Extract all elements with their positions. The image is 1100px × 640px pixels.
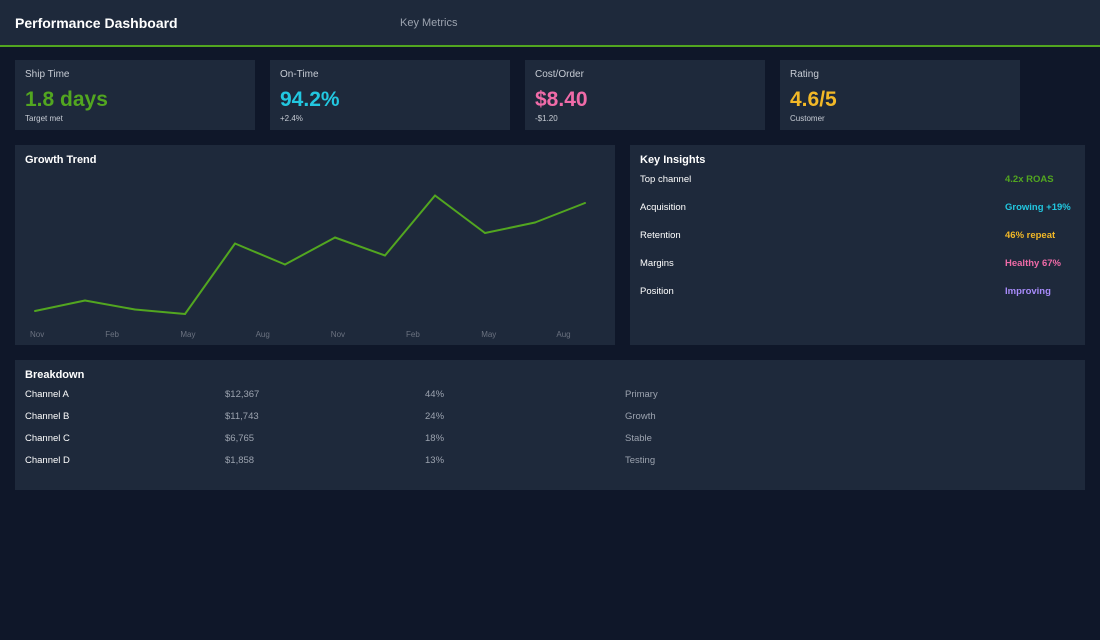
data-point bbox=[134, 308, 136, 311]
channel-status: Primary bbox=[625, 389, 658, 400]
metric-value: 94.2% bbox=[280, 88, 340, 111]
x-tick-label: Nov bbox=[30, 330, 44, 339]
metric-value: 4.6/5 bbox=[790, 88, 837, 111]
x-tick-label: Feb bbox=[406, 330, 420, 339]
metric-value: 1.8 days bbox=[25, 88, 108, 111]
metric-sub: Target met bbox=[25, 114, 63, 123]
channel-name: Channel C bbox=[25, 433, 70, 444]
data-point bbox=[34, 310, 36, 312]
data-point bbox=[534, 221, 536, 224]
growth-trend-panel: Nov Feb May Aug Nov Feb May Aug Growth Trend bbox=[15, 145, 615, 345]
insight-label: Retention bbox=[640, 230, 681, 241]
metric-card-on-time: On-Time 94.2% +2.4% bbox=[270, 60, 510, 130]
metric-card-cost-order: Cost/Order $8.40 -$1.20 bbox=[525, 60, 765, 130]
breakdown-panel: Breakdown Channel A $12,367 44% Primary … bbox=[15, 360, 1085, 490]
x-tick-label: Nov bbox=[331, 330, 345, 339]
key-insights-panel: Key Insights Top channel 4.2x ROAS Acqui… bbox=[630, 145, 1085, 345]
x-tick-label: Feb bbox=[105, 330, 119, 339]
insight-row-acquisition: Acquisition Growing +19% bbox=[640, 202, 1075, 216]
metric-label: On-Time bbox=[280, 69, 319, 80]
table-row: Channel B $11,743 24% Growth bbox=[25, 411, 1075, 425]
x-tick-label: May bbox=[180, 330, 195, 339]
data-point bbox=[84, 299, 86, 302]
data-point bbox=[484, 232, 486, 234]
x-tick-label: Aug bbox=[256, 330, 270, 339]
header-bar: Performance Dashboard Key Metrics bbox=[0, 0, 1100, 47]
metric-value: $8.40 bbox=[535, 88, 588, 111]
series-line bbox=[34, 194, 586, 315]
insight-row-retention: Retention 46% repeat bbox=[640, 230, 1075, 244]
table-row: Channel A $12,367 44% Primary bbox=[25, 389, 1075, 403]
growth-trend-title: Growth Trend bbox=[25, 154, 97, 166]
channel-amount: $6,765 bbox=[225, 433, 255, 444]
channel-amount: $12,367 bbox=[225, 389, 260, 400]
channel-name: Channel D bbox=[25, 455, 70, 466]
data-point bbox=[434, 194, 436, 197]
channel-percent: 24% bbox=[425, 411, 445, 422]
data-point bbox=[384, 254, 386, 257]
metric-label: Ship Time bbox=[25, 69, 70, 80]
data-point bbox=[284, 263, 286, 266]
key-insights-title: Key Insights bbox=[640, 154, 706, 166]
channel-amount: $1,858 bbox=[225, 455, 255, 466]
x-tick-label: Aug bbox=[556, 330, 570, 339]
metric-card-rating: Rating 4.6/5 Customer bbox=[780, 60, 1020, 130]
channel-amount: $11,743 bbox=[225, 411, 259, 422]
x-tick-label: May bbox=[481, 330, 496, 339]
metric-label: Cost/Order bbox=[535, 69, 584, 80]
insight-label: Top channel bbox=[640, 174, 692, 185]
insight-label: Position bbox=[640, 286, 674, 297]
channel-status: Testing bbox=[625, 455, 656, 466]
insight-label: Acquisition bbox=[640, 202, 686, 213]
metric-card-ship-time: Ship Time 1.8 days Target met bbox=[15, 60, 255, 130]
data-point bbox=[334, 236, 336, 239]
metric-sub: -$1.20 bbox=[535, 114, 558, 123]
data-point bbox=[584, 202, 586, 204]
data-point bbox=[184, 313, 186, 315]
insight-row-top-channel: Top channel 4.2x ROAS bbox=[640, 174, 1075, 188]
insight-row-margins: Margins Healthy 67% bbox=[640, 258, 1075, 272]
table-row: Channel D $1,858 13% Testing bbox=[25, 455, 1075, 469]
channel-percent: 13% bbox=[425, 455, 445, 466]
breakdown-title: Breakdown bbox=[25, 369, 85, 381]
insight-value: 46% repeat bbox=[1005, 230, 1056, 241]
insight-value: 4.2x ROAS bbox=[1005, 174, 1054, 185]
channel-percent: 18% bbox=[425, 433, 445, 444]
channel-name: Channel A bbox=[25, 389, 69, 400]
channel-percent: 44% bbox=[425, 389, 445, 400]
metric-label: Rating bbox=[790, 69, 819, 80]
growth-trend-chart: Nov Feb May Aug Nov Feb May Aug bbox=[30, 194, 586, 339]
insight-value: Healthy 67% bbox=[1005, 258, 1061, 269]
channel-status: Stable bbox=[625, 433, 652, 444]
channel-name: Channel B bbox=[25, 411, 70, 422]
table-row: Channel C $6,765 18% Stable bbox=[25, 433, 1075, 447]
insight-label: Margins bbox=[640, 258, 674, 269]
insight-row-position: Position Improving bbox=[640, 286, 1075, 300]
insight-value: Improving bbox=[1005, 286, 1051, 297]
channel-status: Growth bbox=[625, 411, 656, 422]
metric-sub: +2.4% bbox=[280, 114, 303, 123]
data-point bbox=[234, 242, 236, 245]
insight-value: Growing +19% bbox=[1005, 202, 1071, 213]
app-title: Performance Dashboard bbox=[15, 15, 178, 31]
tab-key-metrics[interactable]: Key Metrics bbox=[400, 17, 458, 29]
metric-sub: Customer bbox=[790, 114, 825, 123]
